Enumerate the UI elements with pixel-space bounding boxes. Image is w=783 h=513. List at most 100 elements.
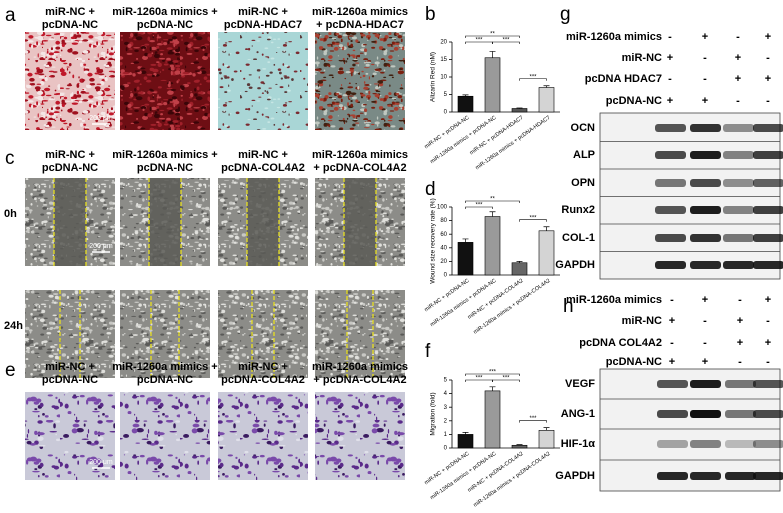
blot-band [690,380,721,388]
error-bar [489,51,496,58]
panel-letter: g [560,4,571,25]
error-bar [516,107,523,109]
blot-band [690,410,721,418]
condition-sign: + [737,315,743,327]
blot-band [655,179,686,187]
y-axis-label: Wound size recovery rate (%) [430,198,437,284]
y-axis-label: Alizarin Red (nM) [430,52,437,102]
panel-letter: b [425,4,436,25]
micrograph [120,392,210,480]
micrograph [25,32,115,130]
condition-sign: + [765,31,771,43]
blot-band [725,380,756,388]
blot-band [753,261,783,269]
column-header: pcDNA-NC [137,162,193,174]
blot-band [657,440,688,448]
column-header: + pcDNA-COL4A2 [313,374,406,386]
bar [511,444,528,449]
condition-sign: - [766,95,770,107]
significance-bracket [492,379,520,382]
error-bar [462,94,469,97]
condition-sign: - [766,356,770,368]
wound-gap [54,178,86,266]
blot-band [753,410,783,418]
error-bar [489,211,496,217]
bar [484,216,501,276]
error-bar [543,226,550,231]
condition-label: miR-NC [622,315,662,327]
blot-band [753,206,783,214]
blot-band [690,179,721,187]
x-tick-label: miR-NC + pcDNA-NC [424,115,471,150]
column-header: pcDNA-COL4A2 [221,374,305,386]
significance-label: *** [475,38,483,44]
micrograph [120,32,210,130]
y-tick-label: 5 [444,378,448,384]
protein-label: GAPDH [555,259,595,271]
condition-sign: + [669,356,675,368]
condition-sign: + [765,337,771,349]
micrograph [25,392,115,480]
y-tick-label: 5 [444,92,448,98]
protein-label: GAPDH [555,470,595,482]
y-tick-label: 3 [444,405,448,411]
bar [484,390,501,449]
blot-band [753,380,783,388]
blot-band [753,440,783,448]
significance-bracket [465,35,520,38]
blot-band [753,151,783,159]
condition-label: miR-NC [622,52,662,64]
blot-band [723,179,754,187]
condition-sign: - [703,52,707,64]
significance-label: *** [489,370,497,376]
bar [484,57,501,113]
blot-band [723,234,754,242]
column-header: miR-1260a mimics + [112,149,217,161]
protein-label: HIF-1α [561,438,596,450]
column-header: + pcDNA-COL4A2 [313,162,406,174]
y-tick-label: 1 [444,432,448,438]
y-tick-label: 0 [444,446,448,452]
y-tick-label: 20 [440,259,447,265]
blot-band [723,124,754,132]
panel-letter: f [425,341,431,362]
condition-sign: + [667,52,673,64]
condition-sign: - [703,73,707,85]
protein-label: ANG-1 [561,408,595,420]
error-bar [516,261,523,263]
bar [538,230,555,276]
y-tick-label: 60 [440,232,447,238]
protein-label: Runx2 [561,204,595,216]
error-bar [462,238,469,243]
condition-label: pcDNA-NC [606,356,662,368]
blot-band [753,234,783,242]
y-tick-label: 20 [440,40,447,46]
row-label: 24h [4,320,23,332]
bar [457,434,474,449]
panel-letter: d [425,179,436,200]
protein-label: VEGF [565,378,595,390]
significance-label: *** [502,376,510,382]
bar [511,108,528,113]
blot-band [657,410,688,418]
column-header: pcDNA-HDAC7 [224,19,302,31]
blot-band [725,410,756,418]
protein-label: COL-1 [562,232,595,244]
column-header: miR-NC + [238,6,288,18]
y-tick-label: 0 [444,273,448,279]
column-header: pcDNA-NC [42,19,98,31]
condition-sign: + [702,294,708,306]
condition-sign: + [702,95,708,107]
row-label: 0h [4,208,17,220]
significance-label: *** [502,38,510,44]
blot-band [723,151,754,159]
protein-label: OCN [571,122,596,134]
condition-sign: - [703,337,707,349]
micrograph [218,32,308,130]
y-tick-label: 0 [444,110,448,116]
column-header: miR-NC + [45,149,95,161]
significance-label: *** [475,376,483,382]
condition-sign: - [736,95,740,107]
micrograph [315,290,405,378]
blot-band [753,179,783,187]
